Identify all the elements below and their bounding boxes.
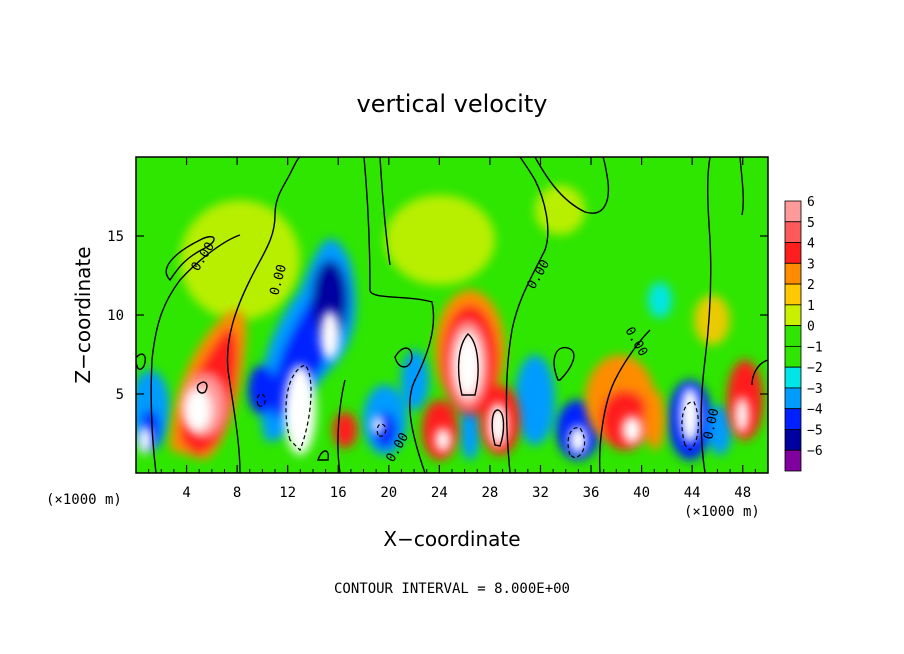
colorbar-label: 4 bbox=[807, 237, 815, 252]
colorbar-swatch bbox=[784, 408, 802, 430]
x-tick-label: 24 bbox=[431, 485, 448, 501]
colorbar-swatch bbox=[784, 283, 802, 306]
x-tick-label: 12 bbox=[279, 485, 296, 501]
contour-label: 0.00 bbox=[701, 407, 722, 441]
colorbar-label: −2 bbox=[807, 361, 823, 376]
y-tick-label: 10 bbox=[107, 308, 124, 324]
x-axis-ticks: 4 8 12 16 20 24 28 32 36 40 44 48 bbox=[148, 157, 756, 501]
colorbar-label: −5 bbox=[807, 423, 823, 438]
x-tick-label: 40 bbox=[633, 485, 650, 501]
x-tick-label: 32 bbox=[532, 485, 549, 501]
y-tick-label: 5 bbox=[116, 387, 124, 403]
x-tick-label: 8 bbox=[233, 485, 241, 501]
colorbar-label: 5 bbox=[807, 216, 815, 231]
colorbar-swatch bbox=[784, 345, 802, 368]
x-tick-label: 20 bbox=[380, 485, 397, 501]
x-unit-label-right: (×1000 m) bbox=[684, 504, 760, 520]
x-unit-label-left: (×1000 m) bbox=[46, 492, 122, 508]
colorbar-swatch bbox=[784, 387, 802, 410]
x-tick-label: 4 bbox=[182, 485, 190, 501]
x-axis-label: X−coordinate bbox=[383, 527, 520, 551]
colorbar-swatch bbox=[784, 262, 802, 285]
y-axis-label: Z−coordinate bbox=[71, 246, 95, 383]
colorbar-swatch bbox=[784, 221, 802, 243]
colorbar-swatch bbox=[784, 449, 802, 472]
colorbar-label: 6 bbox=[807, 195, 815, 210]
colorbar: 6 5 4 3 2 1 0 −1 −2 −3 −4 −5 −6 bbox=[784, 195, 823, 472]
x-tick-label: 48 bbox=[734, 485, 751, 501]
chart-title: vertical velocity bbox=[357, 90, 548, 118]
colorbar-label: 2 bbox=[807, 278, 815, 293]
colorbar-swatch bbox=[784, 304, 802, 327]
y-tick-label: 15 bbox=[107, 229, 124, 245]
colorbar-swatch bbox=[784, 200, 802, 223]
colorbar-label: −3 bbox=[807, 382, 823, 397]
colorbar-label: 0 bbox=[807, 320, 815, 335]
colorbar-swatch bbox=[784, 325, 802, 347]
x-tick-label: 28 bbox=[481, 485, 498, 501]
colorbar-swatch bbox=[784, 429, 802, 451]
contour-interval-label: CONTOUR INTERVAL = 8.000E+00 bbox=[334, 581, 570, 597]
contour-lines bbox=[136, 157, 768, 473]
colorbar-label: 3 bbox=[807, 257, 815, 272]
y-axis-ticks: 5 10 15 bbox=[107, 229, 768, 403]
x-tick-label: 36 bbox=[583, 485, 600, 501]
colorbar-label: −1 bbox=[807, 340, 823, 355]
heatmap-field: 0.00 0.00 0.00 0.00 0.00 0.00 bbox=[135, 156, 769, 474]
x-tick-label: 44 bbox=[684, 485, 701, 501]
x-tick-label: 16 bbox=[330, 485, 347, 501]
colorbar-label: 1 bbox=[807, 299, 815, 314]
colorbar-swatch bbox=[784, 366, 802, 389]
colorbar-label: −4 bbox=[807, 403, 823, 418]
colorbar-label: −6 bbox=[807, 444, 823, 459]
colorbar-swatch bbox=[784, 242, 802, 264]
